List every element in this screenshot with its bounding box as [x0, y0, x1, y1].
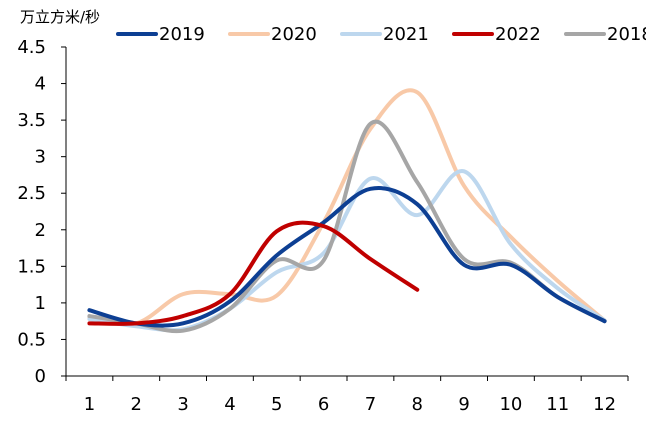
series-line-2020 — [87, 88, 607, 327]
x-tick-label: 10 — [499, 394, 522, 415]
x-tick-label: 7 — [365, 394, 376, 415]
y-tick-label: 3.5 — [17, 110, 46, 131]
y-tick-label: 0.5 — [17, 329, 46, 350]
series-line-2019 — [87, 186, 607, 328]
legend-label-2021: 2021 — [383, 24, 429, 45]
y-tick-label: 1 — [35, 293, 46, 314]
x-axis: 1 2 3 4 5 6 7 8 9 10 11 12 — [65, 375, 629, 415]
series-lines — [87, 88, 607, 334]
y-tick-label: 4.5 — [17, 37, 46, 58]
x-tick-label: 11 — [546, 394, 569, 415]
x-tick-label: 12 — [593, 394, 616, 415]
series-line-2022 — [87, 220, 420, 326]
x-tick-label: 5 — [271, 394, 282, 415]
legend-label-2018: 2018 — [607, 24, 646, 45]
legend: 2019 2020 2021 2022 2018 — [116, 24, 646, 45]
y-tick-label: 4 — [35, 74, 46, 95]
x-tick-label: 3 — [177, 394, 188, 415]
y-tick-label: 2.5 — [17, 183, 46, 204]
x-tick-label: 4 — [224, 394, 235, 415]
y-tick-label: 2 — [35, 220, 46, 241]
series-line-2018 — [87, 119, 607, 334]
y-tick-label: 3 — [35, 147, 46, 168]
x-tick-label: 6 — [318, 394, 329, 415]
legend-label-2022: 2022 — [495, 24, 541, 45]
y-axis: 0 0.5 1 1.5 2 2.5 3 3.5 4 4.5 — [17, 37, 67, 387]
legend-label-2019: 2019 — [159, 24, 205, 45]
legend-label-2020: 2020 — [271, 24, 317, 45]
x-tick-label: 9 — [458, 394, 469, 415]
x-tick-label: 8 — [412, 394, 423, 415]
y-tick-label: 1.5 — [17, 256, 46, 277]
y-axis-unit-label: 万立方米/秒 — [20, 8, 100, 26]
y-tick-label: 0 — [35, 366, 46, 387]
x-tick-label: 1 — [84, 394, 95, 415]
x-tick-label: 2 — [131, 394, 142, 415]
